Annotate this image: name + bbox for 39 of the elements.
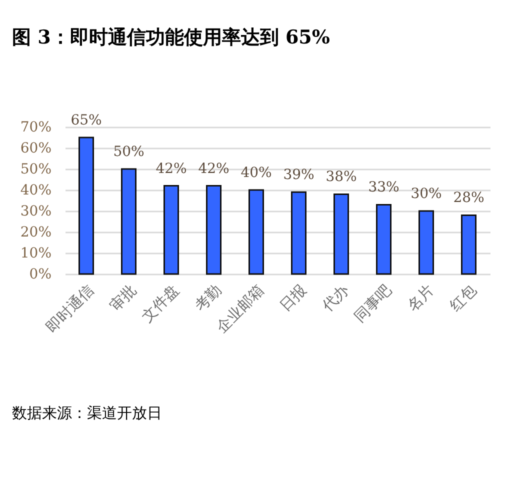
x-tick-label: 即时通信 (42, 281, 98, 336)
data-label: 30% (410, 186, 442, 202)
source-note: 数据来源：渠道开放日 (12, 404, 162, 422)
chart-title: 图 3：即时通信功能使用率达到 65% (12, 26, 330, 48)
bar (418, 210, 434, 275)
y-tick-label: 30% (20, 204, 52, 220)
bar (290, 191, 307, 275)
bar (333, 193, 350, 275)
y-tick-label: 0% (29, 266, 52, 282)
y-tick-label: 60% (20, 140, 52, 156)
x-tick-label: 同事吧 (350, 281, 396, 326)
y-tick-label: 20% (20, 224, 52, 240)
data-label: 50% (113, 144, 144, 160)
x-tick-label: 文件盘 (138, 281, 183, 326)
x-tick-label: 审批 (106, 281, 140, 316)
x-tick-label: 日报 (276, 281, 310, 316)
data-label: 40% (240, 165, 272, 181)
y-tick-label: 10% (20, 246, 52, 262)
bar (376, 204, 392, 275)
data-label: 28% (453, 190, 484, 206)
bar (248, 189, 264, 275)
x-tick-label: 名片 (404, 281, 438, 316)
data-label: 33% (368, 180, 400, 196)
bar (120, 168, 137, 275)
data-label: 65% (70, 112, 102, 128)
x-tick-label: 代办 (318, 281, 353, 316)
y-tick-label: 50% (20, 162, 52, 178)
y-tick-label: 70% (20, 120, 52, 136)
bar (163, 185, 180, 275)
data-label: 38% (326, 169, 357, 186)
bar (460, 214, 477, 275)
data-label: 42% (156, 160, 187, 177)
data-label: 39% (283, 167, 314, 184)
y-tick-label: 40% (20, 182, 52, 198)
data-label: 42% (198, 160, 230, 177)
x-tick-label: 红包 (446, 281, 480, 316)
bar (78, 136, 94, 275)
bar (206, 185, 222, 275)
x-tick-label: 考勤 (191, 281, 226, 316)
